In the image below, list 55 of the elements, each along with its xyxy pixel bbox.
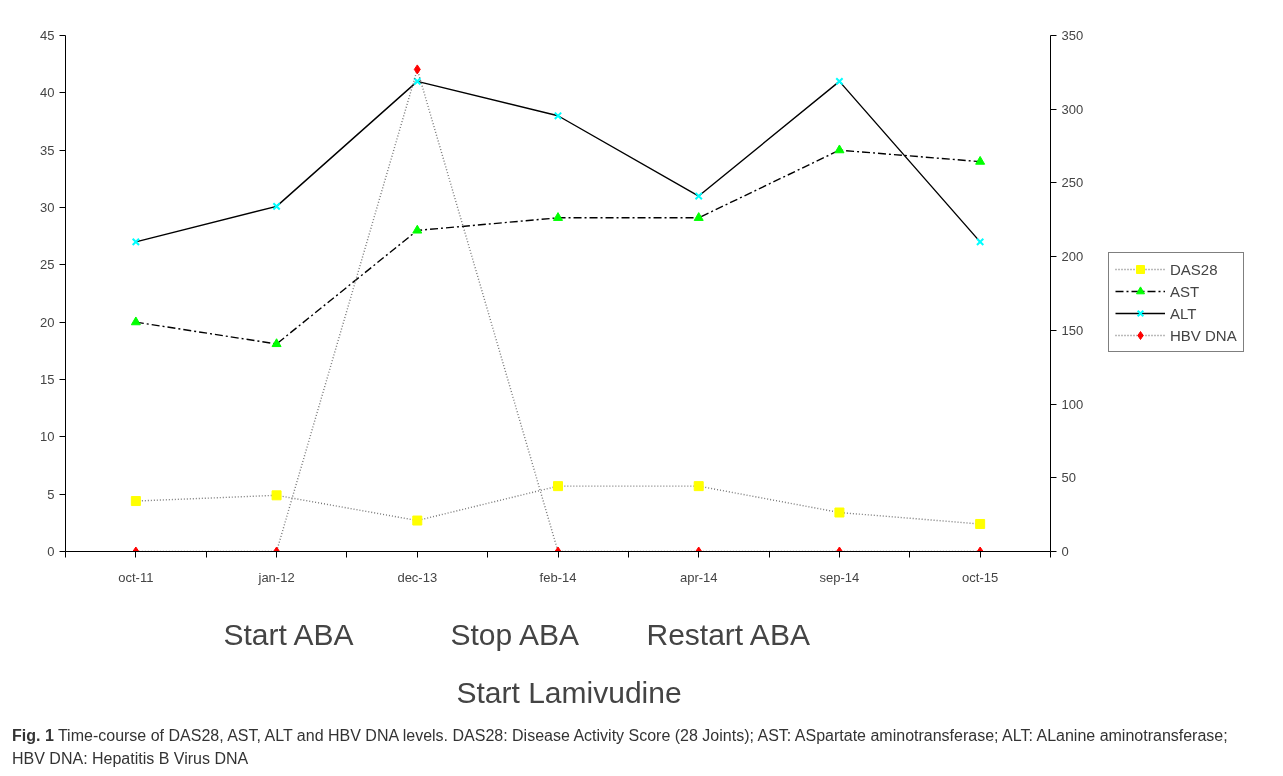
point — [693, 481, 704, 492]
text: Stop ABA — [450, 617, 579, 651]
y-tick-label: 40 — [40, 85, 55, 101]
x-tick-label: dec-13 — [397, 569, 438, 585]
point — [412, 515, 423, 526]
point — [130, 316, 141, 326]
point — [553, 212, 563, 221]
caption: Fig. 1 Time-course of DAS28, AST, ALT and HBV DNA levels. DAS28: Disease Activity Score (28 Joints); AST: ASpartate aminotransferase; ALT: ALanine aminotransferase; HBV DNA: Hepatitis B Virus DNA — [12, 726, 1229, 769]
point — [272, 202, 281, 211]
point — [975, 237, 985, 247]
x-tick-label: sep-14 — [819, 569, 860, 585]
text: Restart ABA — [646, 617, 810, 651]
point — [271, 490, 282, 501]
y2-tick-label: 150 — [1061, 322, 1084, 338]
x-tick-label: apr-14 — [679, 569, 718, 585]
point — [130, 496, 141, 507]
y-tick-label: 15 — [40, 372, 55, 387]
y-tick-label: 10 — [40, 429, 55, 445]
point — [975, 518, 986, 529]
text: Start ABA — [223, 617, 354, 651]
y-tick-label: 35 — [40, 142, 55, 158]
point — [412, 224, 423, 234]
legend-label: ALT — [1170, 304, 1197, 322]
legend-label: AST — [1170, 282, 1200, 300]
point — [413, 77, 422, 86]
point — [693, 212, 704, 221]
x-tick-label: oct-15 — [962, 569, 999, 585]
point — [834, 507, 845, 518]
y2-tick-label: 200 — [1061, 249, 1084, 265]
y2-tick-label: 250 — [1061, 175, 1084, 191]
y2-tick-label: 100 — [1061, 396, 1084, 412]
point — [835, 77, 844, 86]
point — [271, 338, 282, 348]
legend-label: HBV DNA — [1170, 326, 1237, 344]
text: Start Lamivudine — [456, 675, 682, 709]
point — [553, 111, 563, 120]
y-tick-label: 30 — [40, 200, 55, 215]
y2-tick-label: 0 — [1061, 544, 1069, 559]
y2-tick-label: 350 — [1061, 28, 1084, 43]
x-tick-label: jan-12 — [257, 569, 295, 585]
point — [834, 144, 845, 154]
y-tick-label: 25 — [40, 257, 55, 273]
y-tick-label: 45 — [40, 28, 55, 43]
y-tick-label: 20 — [40, 314, 55, 330]
point — [131, 237, 141, 247]
point — [553, 481, 563, 492]
y-tick-label: 0 — [47, 544, 55, 559]
point — [694, 191, 703, 201]
y2-tick-label: 300 — [1061, 101, 1084, 117]
y-tick-label: 5 — [47, 486, 55, 502]
point — [975, 155, 986, 165]
legend-label: DAS28 — [1170, 260, 1218, 278]
x-tick-label: feb-14 — [539, 569, 577, 585]
y2-tick-label: 50 — [1061, 470, 1076, 486]
x-tick-label: oct-11 — [118, 569, 154, 585]
